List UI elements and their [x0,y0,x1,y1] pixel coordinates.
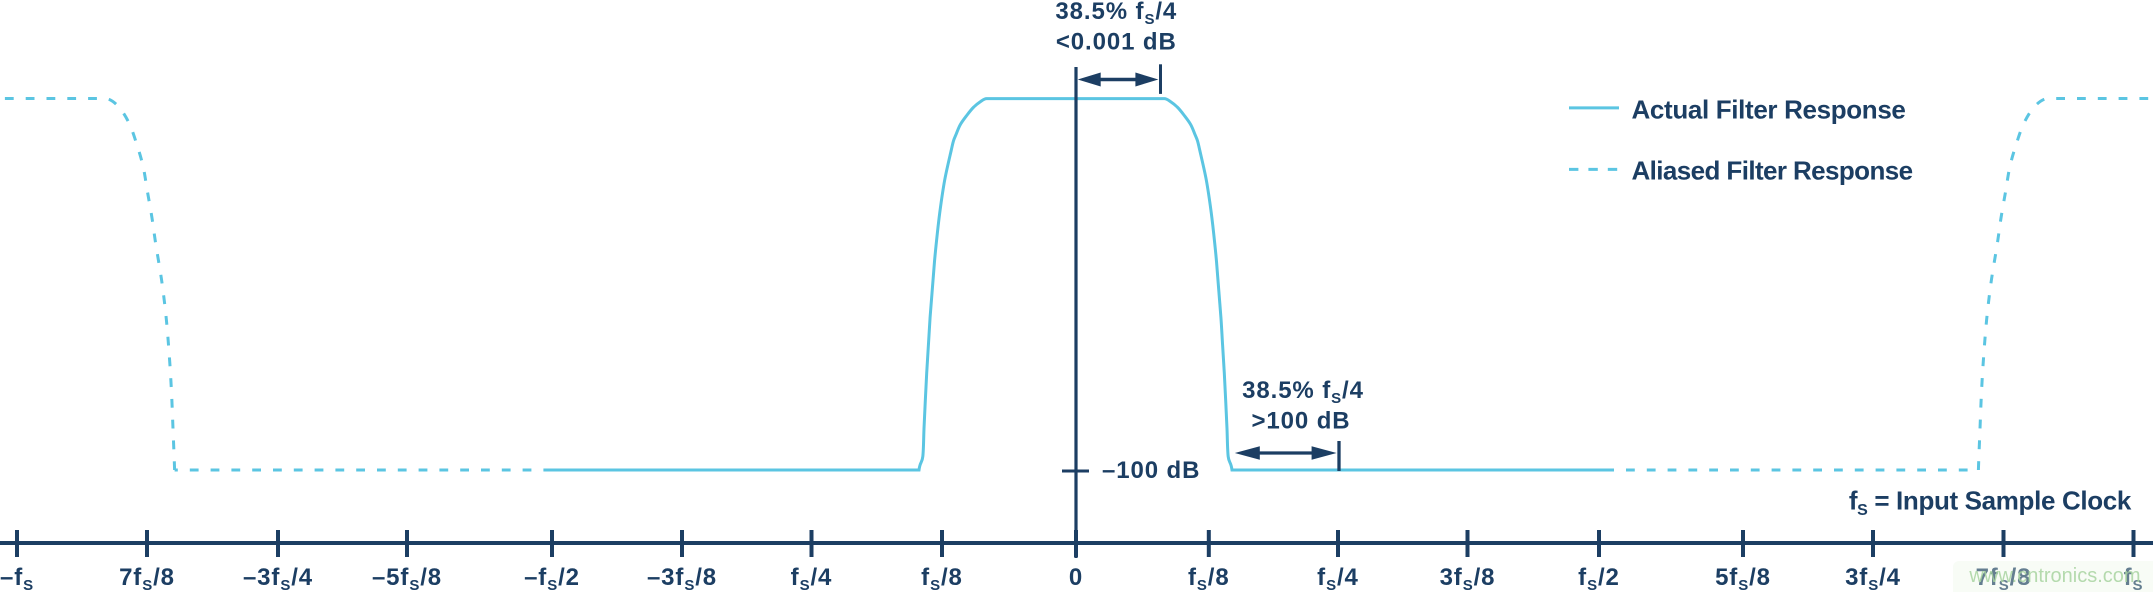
svg-text:–3fS/4: –3fS/4 [243,564,313,592]
svg-text:3fS/8: 3fS/8 [1440,564,1496,592]
svg-text:Aliased Filter Response: Aliased Filter Response [1632,155,1913,185]
svg-text:38.5% fS/4: 38.5% fS/4 [1055,0,1177,28]
svg-text:www.cntronics.com: www.cntronics.com [1968,565,2140,587]
svg-text:>100 dB: >100 dB [1251,408,1350,435]
svg-text:–3fS/8: –3fS/8 [647,564,717,592]
svg-text:0: 0 [1069,564,1083,591]
svg-text:<0.001 dB: <0.001 dB [1056,29,1177,56]
svg-text:5fS/8: 5fS/8 [1715,564,1771,592]
svg-text:fS/4: fS/4 [1317,564,1359,592]
svg-text:–100 dB: –100 dB [1102,457,1200,484]
svg-text:–5fS/8: –5fS/8 [372,564,442,592]
svg-text:fS/8: fS/8 [921,564,963,592]
svg-text:fS/8: fS/8 [1188,564,1230,592]
svg-text:7fS/8: 7fS/8 [119,564,175,592]
svg-text:fS/2: fS/2 [1578,564,1620,592]
svg-text:–fS: –fS [0,564,34,592]
svg-text:38.5% fS/4: 38.5% fS/4 [1242,377,1364,407]
svg-text:–fS/2: –fS/2 [524,564,580,592]
svg-text:3fS/4: 3fS/4 [1845,564,1901,592]
svg-text:fS/4: fS/4 [791,564,833,592]
svg-text:Actual Filter Response: Actual Filter Response [1632,94,1906,124]
svg-text:fS = Input Sample Clock: fS = Input Sample Clock [1849,486,2132,520]
